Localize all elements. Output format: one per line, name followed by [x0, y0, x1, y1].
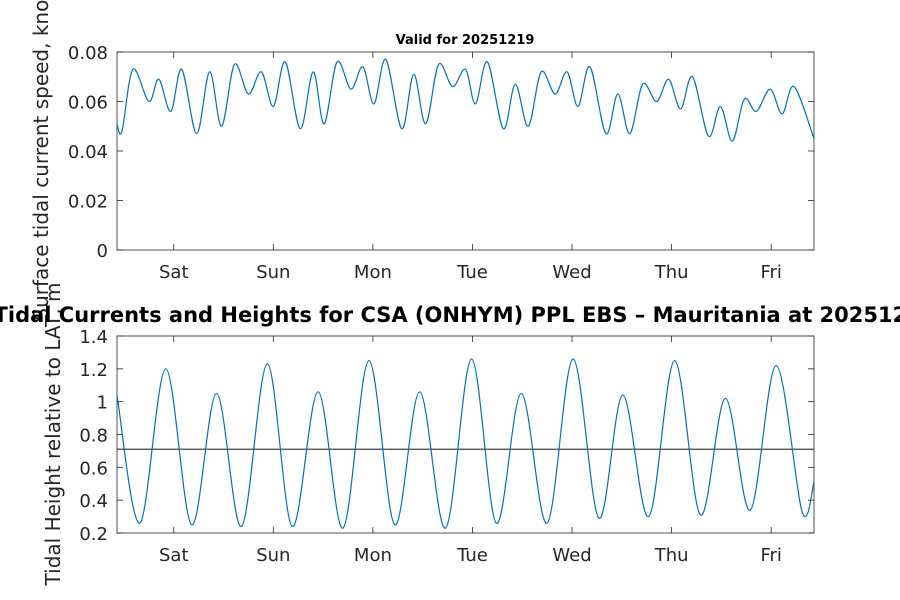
top-plot-area — [116, 51, 815, 251]
bottom-xtick-label: Sun — [256, 545, 290, 566]
top-xtick-label: Sun — [256, 262, 290, 283]
bottom-plot-area — [116, 335, 815, 534]
bottom-xtick-label: Mon — [354, 545, 392, 566]
bottom-ytick-label: 1.4 — [79, 327, 108, 348]
top-ytick-label: 0 — [97, 241, 108, 262]
bottom-xtick-label: Thu — [654, 545, 689, 566]
bottom-xtick-label: Wed — [552, 545, 591, 566]
top-xtick-label: Fri — [760, 262, 781, 283]
top-ytick-label: 0.04 — [68, 142, 108, 163]
tidal-height-plot: 0.2 0.4 0.6 0.8 1 1.2 1.4 Sat Sun Mon Tue Wed Thu Fr… — [0, 283, 900, 587]
bottom-xtick-label: Fri — [760, 545, 781, 566]
top-xtick-label: Thu — [654, 262, 689, 283]
main-title: Tidal Currents and Heights for CSA (ONHY… — [0, 303, 900, 327]
bottom-ytick-label: 0.8 — [79, 426, 108, 447]
top-y-axis-label: Surface tidal current speed, knots — [29, 0, 53, 321]
bottom-ytick-label: 1.2 — [79, 360, 108, 381]
top-xtick-label: Wed — [552, 262, 591, 283]
current-speed-plot: 00.020.040.060.08 Sat Sun Mon Tue Wed Thu Fri … — [29, 0, 815, 321]
top-ytick-label: 0.06 — [68, 93, 108, 114]
top-plot-title: Valid for 20251219 — [396, 33, 535, 48]
bottom-ytick-label: 0.4 — [79, 491, 108, 512]
bottom-xtick-label: Tue — [456, 545, 488, 566]
bottom-ytick-label: 0.2 — [79, 524, 108, 545]
top-xtick-label: Tue — [456, 262, 488, 283]
bottom-y-axis-label: Tidal Height relative to LAT, m — [41, 283, 65, 587]
top-ytick-label: 0.02 — [68, 192, 108, 213]
bottom-ytick-label: 1 — [97, 393, 108, 414]
top-ytick-label: 0.08 — [68, 43, 108, 64]
current-speed-line — [116, 58, 815, 142]
top-xtick-label: Mon — [354, 262, 392, 283]
tidal-height-line — [116, 358, 815, 529]
top-xtick-label: Sat — [159, 262, 189, 283]
bottom-ytick-label: 0.6 — [79, 458, 108, 479]
bottom-xtick-label: Sat — [159, 545, 189, 566]
